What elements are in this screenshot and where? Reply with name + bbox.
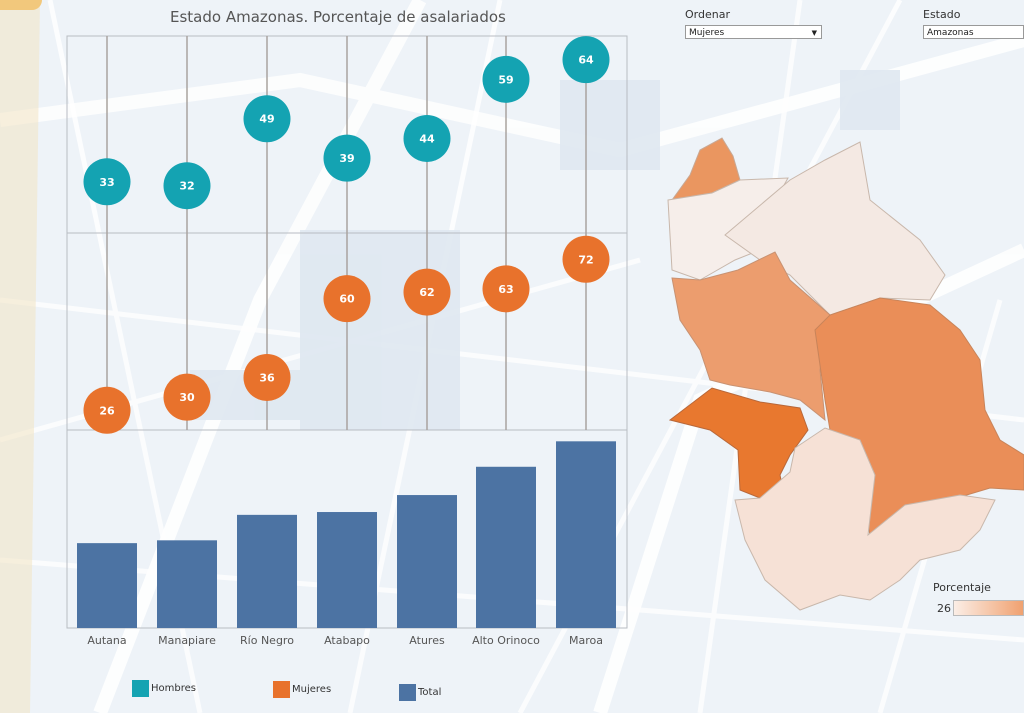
sort-select-value: Mujeres — [689, 28, 725, 38]
legend-swatch-hombres — [132, 680, 149, 697]
dot-hombres[interactable] — [243, 95, 291, 143]
data-label-mujeres: 60 — [339, 293, 355, 306]
legend-item-mujeres[interactable]: Mujeres — [273, 681, 331, 698]
data-label-mujeres: 72 — [578, 253, 593, 266]
bar-total[interactable] — [556, 441, 616, 628]
dot-mujeres[interactable] — [482, 265, 530, 313]
legend-label-total: Total — [418, 687, 442, 698]
dot-hombres[interactable] — [403, 114, 451, 162]
chart-title: Estado Amazonas. Porcentaje de asalariad… — [170, 8, 506, 26]
bar-total[interactable] — [317, 512, 377, 628]
legend-swatch-mujeres — [273, 681, 290, 698]
data-label-hombres: 59 — [498, 73, 513, 86]
legend-item-hombres[interactable]: Hombres — [132, 680, 196, 697]
data-label-mujeres: 30 — [179, 391, 195, 404]
dot-mujeres[interactable] — [83, 386, 131, 434]
chevron-down-icon: ▼ — [811, 29, 817, 37]
bar-total[interactable] — [397, 495, 457, 628]
x-tick-label: Atures — [409, 634, 445, 647]
dot-mujeres[interactable] — [403, 268, 451, 316]
data-label-mujeres: 36 — [259, 371, 275, 384]
data-label-hombres: 49 — [259, 113, 274, 126]
dot-mujeres[interactable] — [562, 235, 610, 283]
dot-hombres[interactable] — [482, 55, 530, 103]
x-tick-label: Autana — [87, 634, 126, 647]
dot-mujeres[interactable] — [323, 275, 371, 323]
corner-tab — [0, 0, 42, 10]
data-label-hombres: 44 — [419, 132, 435, 145]
data-label-mujeres: 26 — [99, 404, 115, 417]
bar-total[interactable] — [77, 543, 137, 628]
x-tick-label: Atabapo — [324, 634, 370, 647]
state-select[interactable]: Amazonas — [923, 25, 1024, 39]
dot-hombres[interactable] — [163, 162, 211, 210]
state-label: Estado — [923, 8, 961, 21]
x-tick-label: Río Negro — [240, 634, 294, 647]
legend-swatch-total — [399, 684, 416, 701]
dot-hombres[interactable] — [562, 36, 610, 84]
data-label-hombres: 64 — [578, 54, 594, 67]
map-legend-title: Porcentaje — [933, 581, 991, 594]
legend-label-mujeres: Mujeres — [292, 684, 332, 695]
data-label-mujeres: 62 — [419, 286, 434, 299]
dot-hombres[interactable] — [323, 134, 371, 182]
x-tick-label: Manapiare — [158, 634, 216, 647]
bar-total[interactable] — [237, 514, 297, 628]
map-region-manapiare — [724, 141, 946, 316]
sort-select[interactable]: Mujeres ▼ — [685, 25, 822, 39]
sort-label: Ordenar — [685, 8, 730, 21]
state-select-value: Amazonas — [927, 28, 974, 38]
dot-mujeres[interactable] — [243, 353, 291, 401]
legend-label-hombres: Hombres — [151, 683, 196, 694]
data-label-hombres: 32 — [179, 180, 194, 193]
amazonas-map[interactable] — [667, 137, 1024, 611]
data-label-hombres: 39 — [339, 152, 354, 165]
data-label-hombres: 33 — [99, 176, 114, 189]
map-region-maroa — [668, 387, 809, 501]
x-tick-label: Alto Orinoco — [472, 634, 540, 647]
legend-item-total[interactable]: Total — [399, 684, 441, 701]
map-region-atures — [671, 251, 831, 422]
map-legend-gradient — [953, 600, 1024, 616]
map-legend-min: 26 — [937, 602, 951, 615]
dot-mujeres[interactable] — [163, 373, 211, 421]
data-label-mujeres: 63 — [498, 283, 513, 296]
dot-hombres[interactable] — [83, 158, 131, 206]
x-tick-label: Maroa — [569, 634, 603, 647]
bar-total[interactable] — [476, 466, 536, 628]
map-region-rio-negro — [734, 427, 996, 611]
bar-total[interactable] — [157, 540, 217, 628]
